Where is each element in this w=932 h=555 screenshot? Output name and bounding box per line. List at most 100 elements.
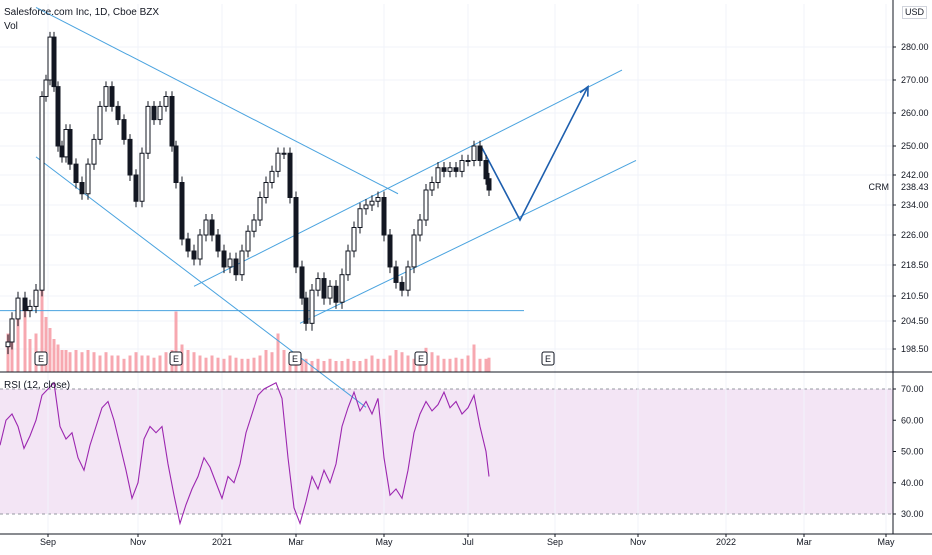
earnings-marker-box: [34, 351, 48, 366]
volume-bar: [240, 358, 244, 372]
trendline: [299, 160, 637, 324]
volume-bar: [478, 358, 482, 372]
candle-body: [9, 318, 15, 343]
trendline: [35, 6, 399, 195]
volume-bar: [28, 339, 32, 372]
volume-bar: [74, 350, 78, 372]
candle-body: [239, 250, 245, 276]
volume-bar: [140, 355, 144, 372]
volume-bar: [122, 358, 126, 372]
candle-body: [263, 182, 269, 198]
candle-body: [43, 79, 49, 97]
candle-body: [275, 152, 281, 172]
earnings-marker: E: [288, 351, 302, 366]
candle-body: [73, 163, 79, 183]
volume-bar: [264, 350, 268, 372]
volume-bar: [152, 357, 156, 372]
candle-body: [345, 250, 351, 276]
volume-bar: [110, 355, 114, 372]
candle-body: [357, 208, 363, 228]
symbol-label: CRM: [869, 182, 890, 192]
candle-body: [327, 285, 333, 299]
projection-arrowhead: [579, 84, 589, 97]
candle-body: [55, 86, 61, 147]
rsi-tick-label: 30.00: [901, 509, 924, 519]
volume-bar: [52, 339, 56, 372]
candle-body: [375, 197, 381, 202]
candle-body: [387, 234, 393, 268]
candle-body: [121, 119, 127, 140]
rsi-band-layer: [0, 388, 893, 515]
candle-body: [483, 160, 489, 180]
candle-body: [417, 219, 423, 236]
candle-body: [103, 86, 109, 107]
volume-bar: [376, 358, 380, 372]
candle-body: [411, 234, 417, 268]
candle-body: [351, 227, 357, 252]
volume-bar: [68, 352, 72, 372]
volume-bar: [460, 358, 464, 372]
candle-body: [27, 305, 33, 312]
volume-bar: [40, 273, 44, 372]
candle-body: [393, 266, 399, 283]
volume-bar: [56, 344, 60, 372]
volume-bar: [134, 352, 138, 372]
volume-bar: [436, 355, 440, 372]
volume-bar: [304, 358, 308, 372]
candle-body: [91, 138, 97, 165]
volume-bar: [316, 358, 320, 372]
earnings-marker-label: E: [173, 354, 179, 364]
candle-body: [233, 258, 239, 276]
candle-body: [465, 160, 471, 162]
trendline: [193, 69, 623, 287]
candle-body: [47, 36, 53, 81]
volume-bar: [228, 355, 232, 372]
volume-bar: [466, 355, 470, 372]
candle-body: [309, 289, 315, 324]
volume-bar: [472, 344, 476, 372]
volume-bar: [80, 352, 84, 372]
earnings-marker: E: [34, 351, 48, 366]
candle-body: [321, 278, 327, 299]
volume-bar: [146, 355, 150, 372]
candle-body: [63, 129, 69, 158]
candle-body: [399, 281, 405, 291]
volume-bar: [400, 352, 404, 372]
volume-bar: [382, 358, 386, 372]
volume-bar: [92, 352, 96, 372]
price-tick-label: 218.50: [901, 260, 929, 270]
volume-bar: [270, 352, 274, 372]
volume-bar: [388, 355, 392, 372]
currency-badge[interactable]: USD: [902, 6, 928, 19]
price-tick-label: 226.00: [901, 230, 929, 240]
rsi-band: [0, 389, 893, 514]
time-tick-label: May: [877, 537, 895, 547]
candle-body: [459, 160, 465, 172]
volume-bar: [234, 357, 238, 372]
rsi-layer: [0, 381, 490, 526]
rsi-tick-label: 40.00: [901, 478, 924, 488]
candle-body: [435, 167, 441, 183]
candle-body: [185, 238, 191, 252]
candle-body: [133, 174, 139, 202]
candle-body: [33, 289, 39, 307]
earnings-marker-label: E: [38, 354, 44, 364]
candle-body: [381, 197, 387, 236]
volume-bar: [442, 358, 446, 372]
last-price-label: 238.43: [901, 182, 929, 192]
volume-bar: [192, 352, 196, 372]
candle-body: [287, 152, 293, 198]
candle-body: [299, 266, 305, 299]
volume-bar: [210, 355, 214, 372]
volume-bar: [16, 317, 20, 372]
earnings-marker-box: [169, 351, 183, 366]
volume-bar: [204, 357, 208, 372]
volume-bar: [412, 358, 416, 372]
candle-body: [145, 105, 151, 154]
candle-body: [281, 152, 287, 155]
volume-bar: [174, 311, 178, 372]
volume-bar: [216, 357, 220, 372]
volume-bar: [282, 350, 286, 372]
